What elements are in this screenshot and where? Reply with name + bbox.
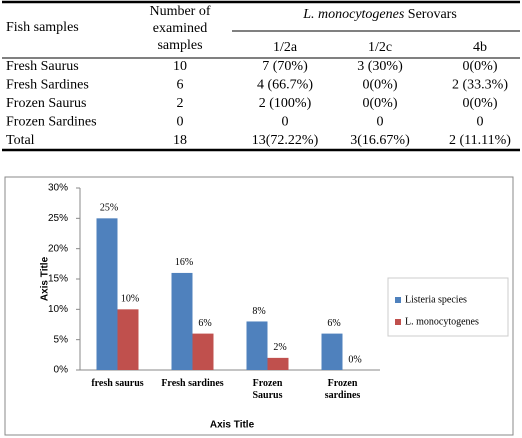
table-cell: 0(0%)	[463, 59, 498, 74]
table-cell: 10	[173, 59, 187, 74]
bar	[321, 333, 343, 370]
value-label: 8%	[252, 306, 265, 317]
y-axis-title: Axis Title	[40, 256, 51, 301]
header-cell: Fish samples	[6, 20, 79, 35]
table-cell: 0(0%)	[363, 78, 398, 93]
header-cell: 1/2a	[273, 40, 298, 55]
table-cell: 2	[177, 96, 184, 111]
value-label: 6%	[327, 318, 340, 329]
y-tick-label: 10%	[48, 304, 68, 315]
legend-label: L. monocytogenes	[405, 316, 479, 327]
bar	[246, 321, 268, 370]
table-cell: Frozen Sardines	[6, 115, 97, 130]
value-label: 10%	[121, 294, 139, 305]
table-cell: 3(16.67%)	[350, 133, 410, 148]
value-label: 2%	[273, 342, 286, 353]
x-tick-label: Frozen Saurus	[252, 378, 283, 401]
table-cell: 2 (100%)	[259, 96, 312, 111]
header-cell: Number of examined samples	[149, 4, 211, 53]
value-label: 16%	[175, 257, 193, 268]
table-cell: 18	[173, 133, 187, 148]
bar	[267, 357, 289, 370]
legend-label: Listeria species	[405, 294, 467, 305]
header-cell: 4b	[473, 40, 487, 55]
table-cell: 2 (11.11%)	[449, 133, 511, 148]
legend-swatch	[395, 297, 401, 303]
table-cell: 7 (70%)	[262, 59, 308, 74]
x-tick-label: Frozen sardines	[324, 378, 361, 401]
x-tick-label: fresh saurus	[91, 378, 144, 389]
bar	[192, 333, 214, 370]
table-cell: 13(72.22%)	[252, 133, 319, 148]
table-cell: 0(0%)	[463, 96, 498, 111]
header-cell: L. monocytogenes Serovars	[302, 7, 457, 22]
table-cell: 2 (33.3%)	[452, 78, 508, 93]
value-label: 25%	[100, 203, 118, 214]
bar	[96, 218, 118, 370]
chart-frame	[4, 176, 514, 436]
value-label: 0%	[348, 354, 361, 365]
y-tick-label: 25%	[48, 213, 68, 224]
table-cell: 0	[377, 115, 384, 130]
table-cell: 6	[177, 78, 184, 93]
y-tick-label: 0%	[54, 365, 69, 376]
bar	[171, 272, 193, 370]
y-tick-label: 30%	[48, 183, 68, 194]
x-axis-title: Axis Title	[210, 420, 255, 431]
header-text: Serovars	[408, 7, 457, 22]
table-cell: 0	[477, 115, 484, 130]
header-italic: L. monocytogenes	[302, 7, 405, 22]
bar	[117, 309, 139, 370]
table-cell: Fresh Saurus	[6, 59, 79, 74]
table-cell: 3 (30%)	[357, 59, 403, 74]
header-cell: 1/2c	[368, 40, 392, 55]
legend-box	[387, 277, 509, 337]
y-tick-label: 15%	[48, 274, 68, 285]
table-cell: Frozen Saurus	[6, 96, 87, 111]
table-cell: Total	[6, 133, 35, 148]
y-tick-label: 20%	[48, 243, 68, 254]
value-label: 6%	[198, 318, 211, 329]
table-cell: 0	[282, 115, 289, 130]
table-cell: 0	[177, 115, 184, 130]
table-cell: Fresh Sardines	[6, 78, 89, 93]
y-tick-label: 5%	[54, 334, 69, 345]
legend-swatch	[395, 319, 401, 325]
x-tick-label: Fresh sardines	[161, 378, 224, 389]
table-cell: 4 (66.7%)	[257, 78, 313, 93]
table-cell: 0(0%)	[363, 96, 398, 111]
